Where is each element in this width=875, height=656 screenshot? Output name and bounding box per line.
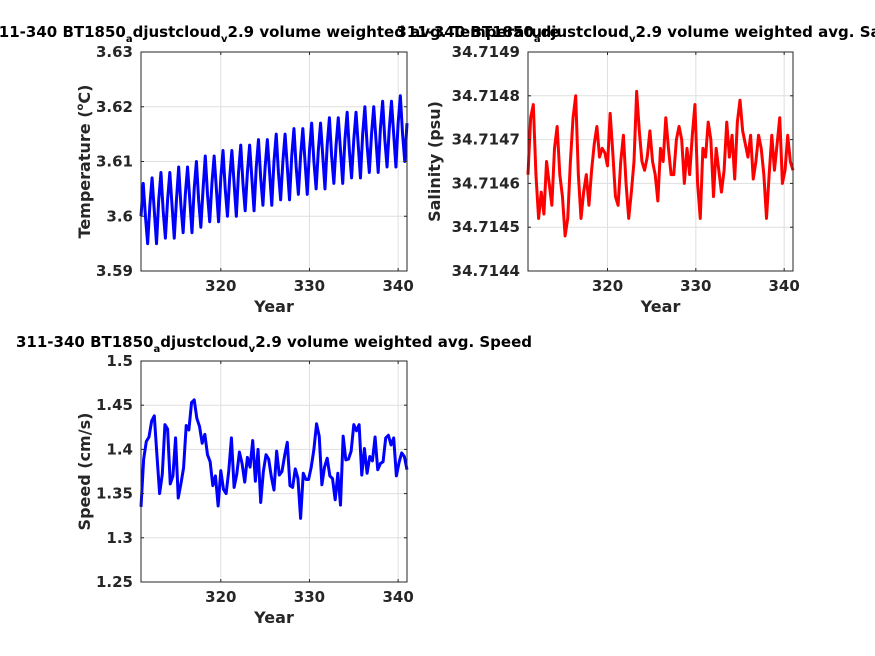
ylabel-unit: C) [75,85,94,104]
title-title-prefix: 311-340 BT1850 [16,333,153,351]
speed-y-tick-label: 1.25 [96,573,133,591]
speed-x-tick-label: 320 [205,588,236,606]
speed-y-tick-label: 1.3 [106,529,133,547]
temperature-y-axis-label: Temperature (oC) [75,85,94,239]
speed-y-tick-label: 1.35 [96,485,133,503]
speed-y-tick-label: 1.5 [106,352,133,370]
temperature-series-line [139,94,409,246]
title-title-prefix: 311-340 BT1850 [396,23,533,41]
salinity-y-tick-label: 34.7149 [452,43,520,61]
title-title-suffix: 2.9 volume weighted avg. Salinity [636,23,875,41]
salinity-chart: 320 330 340 34.7144 34.7145 34.7146 34.7147 34.… [396,23,875,316]
title-title-suffix: 2.9 volume weighted avg. Temperature [228,23,560,41]
speed-y-tick-label: 1.45 [96,396,133,414]
temperature-x-tick-label: 340 [382,277,413,295]
speed-y-tick-label: 1.4 [106,440,133,458]
degree-superscript: o [75,103,86,110]
salinity-series-line [526,89,795,238]
salinity-y-tick-label: 34.7147 [452,131,520,149]
temperature-y-tick-label: 3.62 [96,98,133,116]
temperature-chart: 320 330 340 3.59 3.6 3.61 3.62 3.63 Year Temperat… [0,23,560,316]
temperature-x-tick-label: 320 [205,277,236,295]
title-title-sub2: v [221,34,228,45]
title-title-sub1: a [126,34,133,45]
title-title-prefix: 311-340 BT1850 [0,23,126,41]
salinity-y-tick-label: 34.7148 [452,87,520,105]
temperature-y-tick-label: 3.61 [96,153,133,171]
speed-series-line [139,398,409,520]
salinity-y-axis-label: Salinity (psu) [425,101,444,222]
title-title-sub1: a [153,344,160,355]
title-title-mid: djustcloud [160,333,248,351]
temperature-chart-title: 311-340 BT1850adjustcloudv2.9 volume wei… [0,23,560,45]
salinity-y-tick-label: 34.7145 [452,218,520,236]
temperature-y-tick-label: 3.59 [96,262,133,280]
temperature-y-tick-label: 3.63 [96,43,133,61]
speed-x-tick-label: 340 [382,588,413,606]
ylabel-text: Temperature ( [75,110,94,238]
temperature-x-tick-label: 330 [294,277,325,295]
salinity-y-tick-label: 34.7146 [452,174,520,192]
salinity-chart-title: 311-340 BT1850adjustcloudv2.9 volume wei… [396,23,875,45]
salinity-x-tick-label: 340 [769,277,800,295]
title-title-suffix: 2.9 volume weighted avg. Speed [255,333,532,351]
salinity-x-axis-label: Year [640,297,681,316]
temperature-x-axis-label: Year [253,297,294,316]
salinity-y-tick-label: 34.7144 [452,262,520,280]
salinity-x-tick-label: 320 [592,277,623,295]
speed-y-axis-label: Speed (cm/s) [75,413,94,531]
speed-chart-title: 311-340 BT1850adjustcloudv2.9 volume wei… [16,333,532,355]
speed-chart: 320 330 340 1.25 1.3 1.35 1.4 1.45 1.5 Year Speed … [16,333,532,627]
speed-axes-box [140,360,408,583]
title-title-sub2: v [249,344,256,355]
title-title-mid: djustcloud [133,23,221,41]
salinity-x-tick-label: 330 [680,277,711,295]
speed-x-tick-label: 330 [294,588,325,606]
title-title-sub1: a [534,34,541,45]
salinity-axes-box [527,51,794,272]
title-title-mid: djustcloud [541,23,629,41]
title-title-sub2: v [629,34,636,45]
temperature-y-tick-label: 3.6 [106,207,133,225]
speed-x-axis-label: Year [253,608,294,627]
